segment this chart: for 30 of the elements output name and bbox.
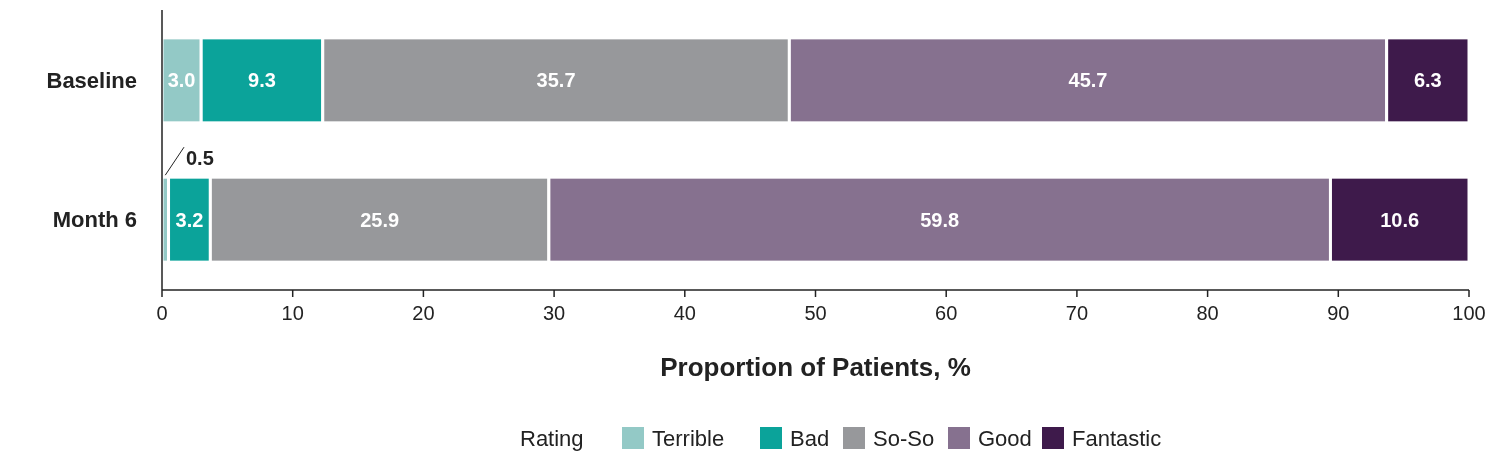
legend-label: Bad (790, 425, 830, 451)
x-tick-label: 80 (1196, 302, 1219, 324)
data-label: 35.7 (536, 69, 576, 92)
x-tick-label: 100 (1452, 302, 1486, 324)
x-tick-label: 60 (935, 302, 958, 324)
x-tick-label: 90 (1327, 302, 1350, 324)
y-tick-label: Month 6 (52, 207, 137, 233)
legend-label: Good (978, 425, 1032, 451)
data-label: 6.3 (1413, 69, 1442, 92)
x-tick-label: 0 (156, 302, 168, 324)
x-tick-label: 70 (1065, 302, 1089, 324)
x-axis-title: Proportion of Patients, % (660, 352, 971, 382)
legend-label: Fantastic (1072, 425, 1162, 451)
data-label: 10.6 (1380, 208, 1420, 231)
x-tick-label: 40 (673, 302, 696, 324)
data-label: 25.9 (360, 208, 400, 231)
legend-title: Rating (520, 425, 584, 451)
x-tick-label: 10 (281, 302, 304, 324)
y-tick-label: Baseline (46, 68, 137, 94)
data-label: 0.5 (186, 147, 214, 170)
data-label: 45.7 (1068, 69, 1108, 92)
data-label: 3.2 (175, 208, 204, 231)
x-tick-label: 20 (412, 302, 435, 324)
x-tick-label: 30 (542, 302, 566, 324)
x-tick-label: 50 (804, 302, 827, 324)
data-label: 59.8 (920, 208, 960, 231)
data-label: 9.3 (248, 69, 276, 92)
legend-label: Terrible (652, 425, 725, 451)
data-label: 3.0 (167, 69, 196, 92)
legend-label: So-So (873, 425, 935, 451)
